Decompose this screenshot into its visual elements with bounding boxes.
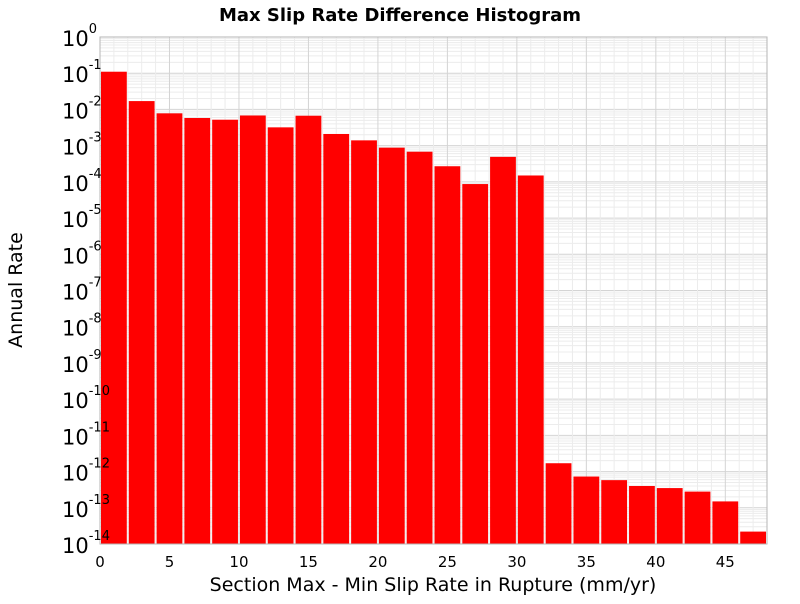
chart-title: Max Slip Rate Difference Histogram [219, 5, 581, 26]
y-tick-label: 10-3 [62, 131, 102, 160]
y-tick-label: 10-13 [62, 493, 110, 522]
x-axis-label: Section Max - Min Slip Rate in Rupture (… [210, 574, 657, 596]
y-tick-label: 10-6 [62, 239, 102, 268]
histogram-bar [101, 71, 127, 545]
histogram-bar [378, 147, 405, 544]
x-tick-label: 25 [438, 553, 457, 571]
x-tick-label: 35 [577, 553, 596, 571]
y-tick-label: 10-10 [62, 384, 110, 413]
histogram-bar [545, 463, 572, 544]
x-axis-ticks: 0 5 10 15 20 25 30 35 40 45 [95, 553, 735, 571]
x-tick-label: 15 [299, 553, 318, 571]
y-tick-label: 10-12 [62, 457, 110, 486]
histogram-bar [712, 501, 739, 544]
histogram-bar [601, 480, 628, 544]
histogram-bar [656, 488, 683, 544]
histogram-bar [267, 127, 294, 544]
x-tick-label: 5 [165, 553, 175, 571]
histogram-bar [295, 115, 322, 545]
y-tick-label: 10-1 [62, 58, 102, 87]
histogram-bar [212, 119, 238, 544]
y-axis-ticks: 100 10-1 10-2 10-3 10-4 10-5 10-6 10-7 10-8 10-9 1… [62, 22, 110, 558]
x-tick-label: 45 [716, 553, 735, 571]
y-tick-label: 10-7 [62, 276, 102, 305]
histogram-bar [684, 491, 711, 544]
x-tick-label: 20 [368, 553, 387, 571]
y-tick-label: 100 [62, 22, 97, 51]
x-tick-label: 30 [507, 553, 526, 571]
histogram-bar [239, 115, 266, 544]
x-tick-label: 10 [229, 553, 248, 571]
y-tick-label: 10-5 [62, 203, 102, 232]
histogram-bar [517, 175, 544, 545]
histogram-bar [406, 151, 433, 544]
y-tick-label: 10-2 [62, 94, 102, 123]
histogram-bar [740, 531, 766, 544]
histogram-bar [573, 476, 600, 544]
histogram-bar [128, 101, 155, 544]
x-tick-label: 0 [95, 553, 105, 571]
y-tick-label: 10-9 [62, 348, 102, 377]
y-tick-label: 10-14 [62, 529, 110, 558]
y-tick-label: 10-4 [62, 167, 102, 196]
plot-frame [99, 36, 768, 545]
histogram-bar [490, 156, 516, 544]
histogram-bar [629, 485, 655, 544]
y-tick-label: 10-8 [62, 312, 102, 341]
x-tick-label: 40 [646, 553, 665, 571]
histogram-bar [156, 113, 183, 544]
histogram-bar [184, 117, 211, 545]
y-tick-label: 10-11 [62, 420, 110, 449]
histogram-bar [434, 166, 461, 545]
histogram-bar [351, 140, 377, 544]
bars-group [101, 71, 766, 545]
histogram-bar [323, 133, 350, 544]
histogram-bar [462, 184, 489, 544]
y-axis-label: Annual Rate [5, 232, 27, 348]
